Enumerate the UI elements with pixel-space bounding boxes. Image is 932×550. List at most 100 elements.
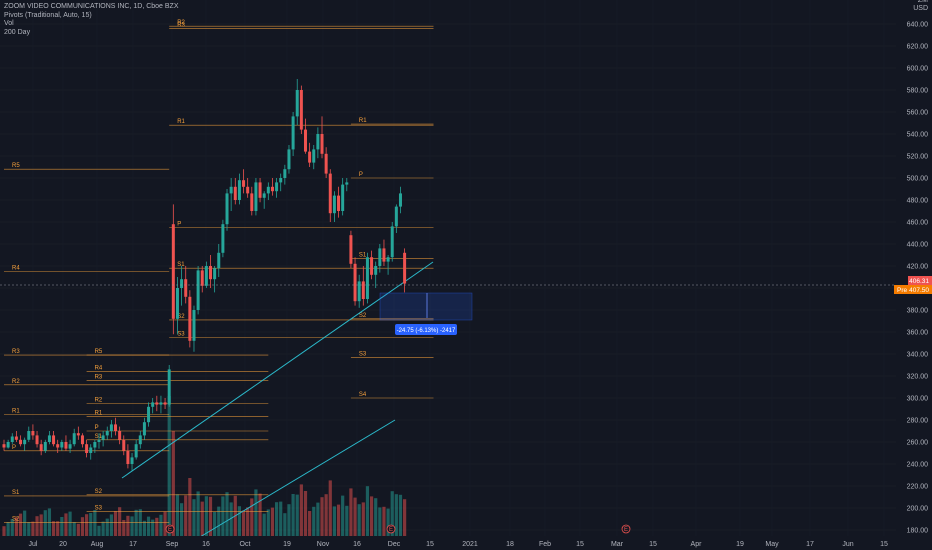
candle-body: [254, 182, 258, 211]
candle-body: [64, 442, 68, 449]
candle-body: [266, 186, 270, 194]
volume-bar: [2, 526, 6, 536]
volume-bar: [349, 488, 353, 536]
candle-body: [184, 279, 188, 297]
volume-bar: [208, 496, 213, 536]
volume-bar: [51, 521, 56, 536]
candle-body: [365, 257, 369, 299]
volume-bar: [142, 520, 147, 536]
time-axis[interactable]: Jul 20 Aug 17 Sep 16 Oct 19 Nov 16 Dec 15 2021 18 Feb 1…: [0, 536, 932, 550]
volume-bar: [167, 396, 171, 536]
ma-indicator[interactable]: 200 Day: [4, 28, 31, 36]
volume-bar: [369, 496, 374, 536]
volume-bar: [332, 506, 336, 536]
pivot-label-r3: R3: [177, 22, 185, 28]
candles: [2, 79, 407, 471]
trendline-lower[interactable]: [194, 419, 396, 541]
volume-bar: [386, 508, 390, 536]
price-tick-label: 540.00: [907, 132, 929, 139]
volume-bar: [118, 507, 122, 536]
candle-body: [85, 444, 89, 453]
pivot-label-r1: R1: [177, 119, 185, 125]
volume-bar: [250, 498, 254, 536]
legend: ZOOM VIDEO COMMUNICATIONS INC, 1D, Cboe …: [4, 3, 179, 37]
trendlines[interactable]: [121, 261, 434, 541]
pivot-label-s2: S2: [177, 314, 185, 320]
volume-bar: [303, 491, 308, 536]
candle-body: [242, 180, 246, 187]
volume-bar: [72, 522, 76, 536]
volume-bar: [262, 513, 266, 536]
volume-indicator[interactable]: Vol: [4, 20, 14, 27]
candle-body: [159, 402, 163, 405]
measure-tool[interactable]: -24.75 (-6.13%) -2417: [379, 292, 473, 335]
volume-bar: [80, 517, 85, 536]
earnings-icon: [165, 524, 175, 534]
price-tick-label: 580.00: [907, 88, 929, 95]
candle-body: [196, 270, 200, 310]
candle-body: [403, 252, 407, 284]
volume-bar: [237, 506, 242, 536]
earnings-marker[interactable]: E: [386, 524, 396, 534]
volume-bar: [97, 525, 101, 536]
pivot-label-s2: S2: [95, 489, 103, 495]
volume-bar: [6, 522, 10, 536]
candle-body: [299, 90, 303, 130]
time-tick-label: 19: [283, 541, 291, 548]
price-tick-label: 240.00: [907, 462, 929, 469]
earnings-marker[interactable]: E: [165, 524, 175, 534]
candle-body: [130, 457, 134, 464]
volume-bar: [151, 519, 155, 536]
volume-bar: [345, 505, 349, 536]
candle-body: [217, 252, 221, 269]
volume-bar: [14, 517, 18, 536]
trendline-upper[interactable]: [121, 261, 434, 479]
time-tick-label: 15: [649, 541, 657, 548]
candle-body: [188, 296, 192, 341]
candle-body: [134, 444, 138, 458]
time-tick-label: Nov: [317, 541, 330, 548]
time-tick-label: Mar: [611, 541, 624, 548]
candle-body: [225, 193, 229, 225]
volume-bar: [200, 501, 204, 536]
pivots-indicator[interactable]: Pivots (Traditional, Auto, 15): [4, 11, 92, 19]
price-axis[interactable]: ZM USD 640.00 620.00 600.00 580.00 560.00 540…: [896, 0, 932, 536]
volume-bar: [221, 496, 225, 536]
symbol-title[interactable]: ZOOM VIDEO COMMUNICATIONS INC, 1D, Cboe …: [4, 3, 179, 10]
axis-currency: USD: [913, 5, 928, 12]
time-tick-label: 15: [880, 541, 888, 548]
measure-box[interactable]: [379, 292, 473, 321]
volume-bar: [274, 502, 279, 536]
volume-bar: [204, 496, 208, 536]
candle-body: [6, 442, 10, 448]
candle-body: [204, 266, 208, 286]
volume-bar: [324, 494, 328, 536]
earnings-marker[interactable]: E: [621, 524, 631, 534]
candle-body: [337, 195, 341, 211]
time-tick-label: 20: [59, 541, 67, 548]
volume-bar: [68, 511, 72, 536]
last-price-tag: [908, 276, 932, 285]
candle-body: [97, 439, 101, 442]
time-tick-label: Apr: [691, 541, 703, 548]
candle-body: [213, 268, 217, 280]
candle-body: [19, 439, 23, 445]
volume-bar: [56, 521, 60, 536]
candle-body: [151, 402, 155, 407]
candle-body: [394, 206, 398, 227]
candle-body: [163, 402, 167, 405]
candle-body: [192, 310, 196, 341]
price-tick-label: 560.00: [907, 110, 929, 117]
volume-bar: [320, 497, 324, 536]
candle-body: [10, 436, 14, 442]
volume-bar: [308, 511, 312, 536]
candle-body: [209, 266, 212, 280]
candle-body: [357, 281, 361, 302]
pivot-label-s2: S2: [12, 516, 20, 522]
candle-body: [93, 442, 97, 448]
time-tick-label: Aug: [91, 541, 104, 548]
volume-bar: [295, 494, 299, 536]
